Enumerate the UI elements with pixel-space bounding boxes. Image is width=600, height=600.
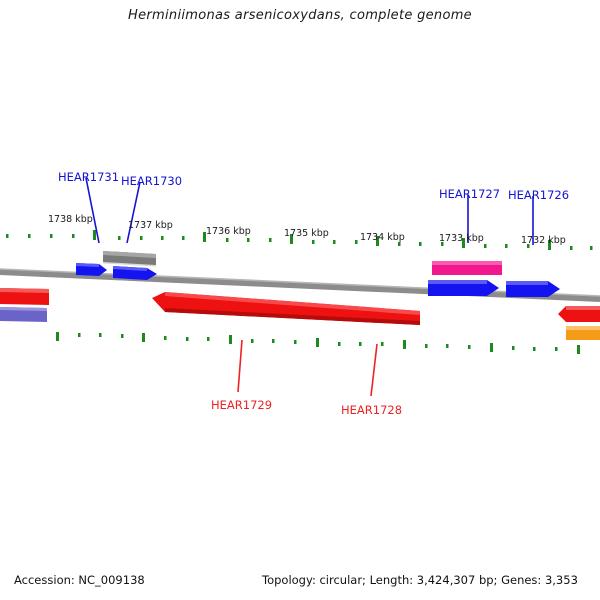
feature-gene-hear1726[interactable]	[506, 281, 560, 297]
gene-label-hear1729[interactable]: HEAR1729	[211, 398, 273, 412]
feature-purple-domain-bar-clipped[interactable]	[0, 307, 47, 322]
leader-lines-forward	[85, 177, 534, 245]
ruler-tick-label: 1736 kbp	[206, 226, 251, 237]
feature-gray-domain-bar[interactable]	[103, 251, 156, 267]
gene-label-hear1728[interactable]: HEAR1728	[341, 403, 403, 417]
feature-gene-left-red-clipped[interactable]	[0, 288, 49, 305]
ruler-tick-label: 1737 kbp	[128, 220, 173, 231]
feature-gene-hear1730[interactable]	[113, 266, 157, 280]
reverse-strand-features[interactable]	[0, 288, 600, 340]
feature-orange-domain-bar-clipped[interactable]	[566, 326, 600, 340]
gene-label-hear1727[interactable]: HEAR1727	[439, 187, 501, 201]
leader-lines-reverse	[237, 339, 378, 397]
gene-label-hear1726[interactable]: HEAR1726	[508, 188, 570, 202]
genome-stats-text: Topology: circular; Length: 3,424,307 bp…	[262, 573, 578, 587]
ruler-tick-label: 1734 kbp	[360, 232, 405, 243]
accession-text: Accession: NC_009138	[14, 573, 145, 587]
ruler-tick-label: 1735 kbp	[284, 228, 329, 239]
ruler-tick-label: 1738 kbp	[48, 214, 93, 225]
forward-strand-features[interactable]	[76, 251, 560, 297]
feature-gene-hear1729-hear1728[interactable]	[152, 292, 420, 325]
gene-label-hear1730[interactable]: HEAR1730	[121, 174, 183, 188]
ruler-tick-label: 1733 kbp	[439, 233, 484, 244]
feature-gene-right-red-clipped[interactable]	[558, 306, 600, 322]
lower-tick-row	[56, 332, 580, 354]
feature-magenta-domain-bar[interactable]	[432, 261, 502, 275]
gene-label-hear1731[interactable]: HEAR1731	[58, 170, 120, 184]
upper-tick-row	[6, 230, 593, 250]
feature-gene-hear1731[interactable]	[76, 263, 107, 276]
feature-gene-hear1727[interactable]	[428, 280, 499, 296]
page-title: Herminiimonas arsenicoxydans, complete g…	[128, 8, 472, 23]
ruler-tick-label: 1732 kbp	[521, 235, 566, 246]
